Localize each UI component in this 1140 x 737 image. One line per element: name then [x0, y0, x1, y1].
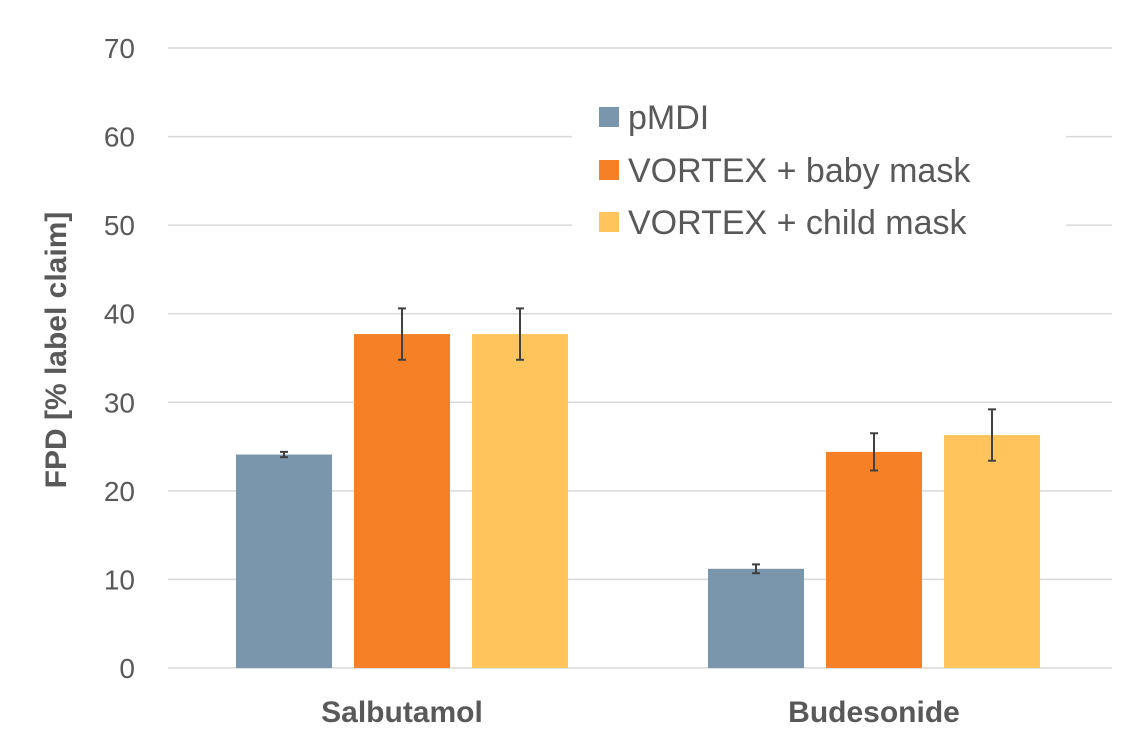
legend-label: VORTEX + baby mask [628, 152, 971, 190]
y-tick-label: 30 [104, 387, 135, 418]
legend-background [572, 75, 1066, 263]
y-tick-label: 40 [104, 299, 135, 330]
legend-label: pMDI [628, 99, 709, 137]
y-tick-label: 0 [119, 653, 135, 684]
legend-swatch [599, 212, 619, 232]
bars [236, 334, 1040, 668]
y-axis-title: FPD [% label claim] [40, 212, 73, 489]
bar [236, 454, 332, 668]
legend-item: VORTEX + baby mask [599, 152, 971, 190]
legend-item: VORTEX + child mask [599, 204, 968, 242]
x-axis-categories: Salbutamol Budesonide [321, 696, 960, 729]
bar [826, 451, 922, 668]
error-bars [280, 307, 996, 575]
error-bar [870, 432, 878, 472]
x-category-label: Budesonide [788, 696, 960, 729]
bar [354, 334, 450, 668]
bar [708, 568, 804, 668]
error-bar [752, 563, 760, 575]
y-tick-label: 20 [104, 476, 135, 507]
error-bar [516, 307, 524, 361]
bar [472, 334, 568, 668]
legend-swatch [599, 160, 619, 180]
bar [944, 435, 1040, 668]
y-axis-ticks: 0 10 20 30 40 50 60 70 [104, 33, 135, 684]
y-tick-label: 70 [104, 33, 135, 64]
y-tick-label: 10 [104, 564, 135, 595]
y-tick-label: 50 [104, 210, 135, 241]
error-bar [280, 450, 288, 459]
legend-item: pMDI [599, 99, 709, 137]
y-tick-label: 60 [104, 122, 135, 153]
error-bar [988, 408, 996, 462]
legend: pMDI VORTEX + baby mask VORTEX + child mas… [572, 75, 1066, 263]
legend-swatch [599, 107, 619, 127]
legend-label: VORTEX + child mask [628, 204, 968, 242]
error-bar [398, 307, 406, 361]
x-category-label: Salbutamol [321, 696, 483, 729]
